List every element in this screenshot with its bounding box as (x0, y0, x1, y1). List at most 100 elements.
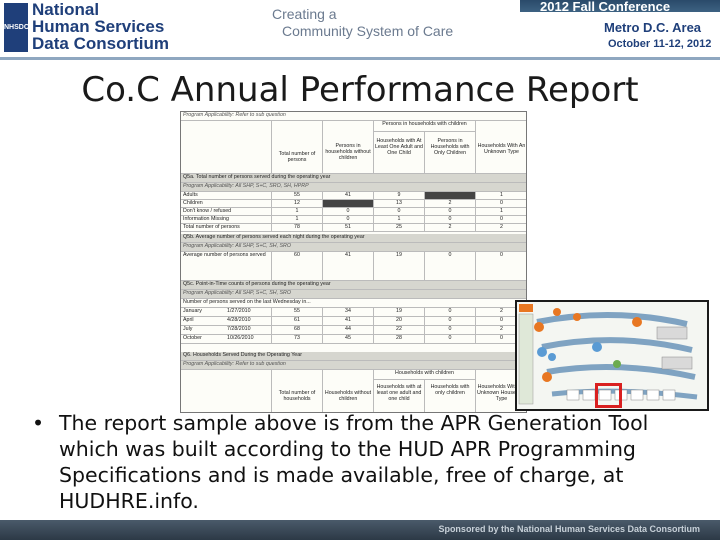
header-adult-child: Households with At Least One Adult and O… (373, 132, 424, 179)
row-value: 34 (322, 308, 373, 316)
report-row: April 4/28/2010 61 41 20 0 0 (181, 317, 526, 326)
row-value: 13 (373, 200, 424, 207)
slide-footer: Sponsored by the National Human Services… (0, 520, 720, 540)
report-column-headers: Total number of persons Persons in house… (181, 121, 526, 203)
q5a-note: Program Applicability: All SHP, S+C, SRO… (181, 183, 526, 192)
row-date: 4/28/2010 (227, 317, 251, 323)
row-value: 41 (322, 252, 373, 280)
row-value: 73 (271, 335, 322, 343)
bullet-text: The report sample above is from the APR … (59, 411, 649, 513)
highlight-box (595, 383, 622, 408)
row-value: 41 (322, 192, 373, 199)
q5c-note: Program Applicability: All SHP, S+C, SH,… (181, 290, 526, 299)
row-value (322, 200, 373, 207)
row-label: October (183, 335, 202, 341)
row-value: 0 (424, 252, 475, 280)
row-label: Don't know / refused (183, 208, 232, 214)
flow-diagram-graphic (518, 304, 698, 405)
row-value: 45 (322, 335, 373, 343)
report-sample-image: Program Applicability: Refer to sub ques… (180, 111, 527, 413)
row-label: Average number of persons served (183, 252, 266, 258)
row-value: 20 (373, 317, 424, 325)
row-value: 0 (475, 216, 526, 223)
q6-header-group: Households with children (373, 370, 475, 380)
row-value: 2 (424, 200, 475, 207)
row-label: Adults (183, 192, 198, 198)
header-unknown: Households With An Unknown Type (475, 121, 526, 195)
row-value: 2 (475, 326, 526, 334)
q6-header-only: Households with only children (424, 380, 475, 412)
logo-line-1: National (32, 0, 100, 19)
row-label: Information Missing (183, 216, 229, 222)
logo-line-2: Human Services (32, 17, 165, 36)
q6-note: Program Applicability: Refer to sub ques… (181, 361, 526, 370)
header-without-children: Persons in households without children (322, 121, 373, 195)
tagline: Creating a Community System of Care (272, 6, 453, 40)
row-value: 19 (373, 308, 424, 316)
report-row: Average number of persons served 60 41 19 0 0 (181, 252, 526, 281)
row-value: 55 (271, 308, 322, 316)
row-value: 78 (271, 224, 322, 231)
slide-header: NHSDC National Human Services Data Conso… (0, 0, 720, 62)
logo-badge: NHSDC (4, 3, 29, 52)
row-value: 0 (475, 200, 526, 207)
header-only-children: Persons in Households with Only Children (424, 132, 475, 179)
row-value (424, 192, 475, 199)
report-row: October 10/26/2010 73 45 28 0 0 (181, 335, 526, 344)
q5b-title: Q5b. Average number of persons served ea… (181, 234, 526, 243)
row-value: 25 (373, 224, 424, 231)
report-row: Total number of persons 78 51 25 2 2 (181, 224, 526, 232)
row-value: 68 (271, 326, 322, 334)
row-value: 19 (373, 252, 424, 280)
row-value: 0 (424, 208, 475, 215)
footer-sponsor-text: Sponsored by the National Human Services… (438, 524, 700, 534)
row-value: 1 (475, 192, 526, 199)
report-top-note: Program Applicability: Refer to sub ques… (181, 112, 526, 121)
q5c-title: Q5c. Point-in-Time counts of persons dur… (181, 281, 526, 290)
q5b-note: Program Applicability: All SHP, S+C, SH,… (181, 243, 526, 252)
row-date: 1/27/2010 (227, 308, 251, 314)
q5a-title: Q5a. Total number of persons served duri… (181, 174, 526, 183)
header-group-children: Persons in households with children (373, 121, 475, 132)
process-diagram-image (515, 300, 709, 411)
row-label: Total number of persons (183, 224, 240, 230)
tagline-line-1: Creating a (272, 6, 337, 22)
row-value: 61 (271, 317, 322, 325)
row-value: 22 (373, 326, 424, 334)
row-value: 51 (322, 224, 373, 231)
row-value: 0 (424, 216, 475, 223)
report-row: July 7/28/2010 68 44 22 0 2 (181, 326, 526, 335)
header-divider (0, 57, 720, 60)
row-value: 1 (373, 216, 424, 223)
row-value: 41 (322, 317, 373, 325)
row-value: 44 (322, 326, 373, 334)
q6-header-unknown: Households With An Unknown Household Typ… (475, 370, 526, 412)
row-label: July (183, 326, 193, 332)
row-value: 60 (271, 252, 322, 280)
q6-column-headers: Total number of households Households wi… (181, 370, 526, 412)
q5c-header: Number of persons served on the last Wed… (181, 299, 526, 308)
row-value: 0 (475, 252, 526, 280)
row-label: April (183, 317, 194, 323)
nhsdc-logo: NHSDC National Human Services Data Conso… (0, 0, 186, 56)
tagline-line-2: Community System of Care (282, 23, 454, 39)
row-value: 2 (475, 224, 526, 231)
report-row: January 1/27/2010 55 34 19 0 2 (181, 308, 526, 317)
row-value: 2 (424, 224, 475, 231)
conference-dates: October 11-12, 2012 (608, 38, 712, 50)
bullet-marker: • (32, 411, 45, 435)
row-value: 0 (475, 317, 526, 325)
logo-text: National Human Services Data Consortium (32, 1, 169, 52)
row-value: 0 (322, 216, 373, 223)
row-value: 2 (475, 308, 526, 316)
report-row: Don't know / refused 1 0 0 0 1 (181, 208, 526, 216)
row-value: 55 (271, 192, 322, 199)
row-value: 0 (424, 335, 475, 343)
q6-header-without: Households without children (322, 370, 373, 412)
header-total: Total number of persons (271, 121, 322, 203)
row-value: 1 (271, 208, 322, 215)
row-value: 0 (373, 208, 424, 215)
slide-title: Co.C Annual Performance Report (81, 70, 639, 110)
row-value: 0 (322, 208, 373, 215)
row-value: 0 (475, 335, 526, 343)
